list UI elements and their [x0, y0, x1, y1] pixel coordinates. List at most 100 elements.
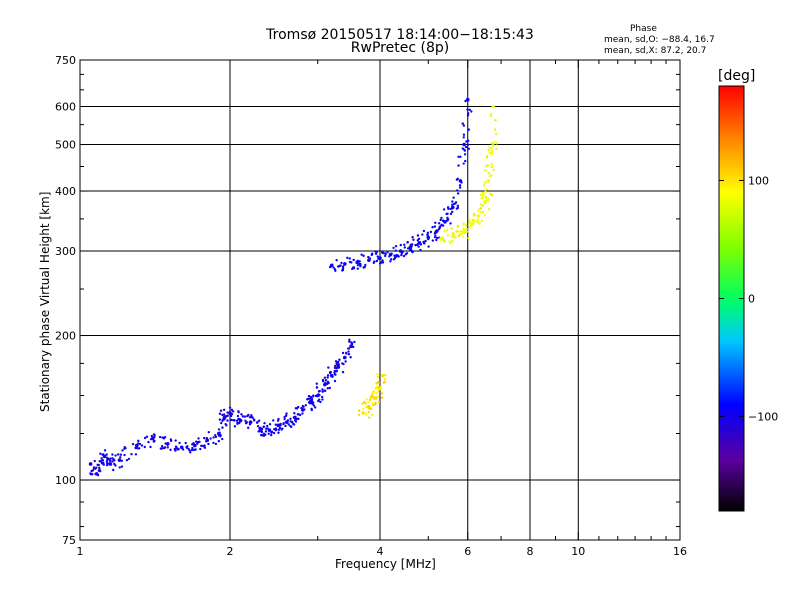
scatter-dot — [120, 459, 124, 462]
scatter-dot — [125, 458, 129, 462]
scatter-dot — [292, 423, 296, 426]
scatter-dot — [450, 227, 453, 230]
scatter-dot — [197, 437, 200, 440]
scatter-dot — [317, 393, 320, 396]
scatter-dot — [331, 263, 334, 266]
scatter-dot — [359, 264, 362, 268]
scatter-dot — [300, 407, 304, 410]
scatter-dot — [406, 247, 410, 250]
scatter-dot — [465, 227, 468, 231]
scatter-dot — [153, 433, 156, 437]
x-tick-label: 8 — [527, 545, 534, 558]
data-point — [102, 454, 107, 459]
scatter-dot — [348, 340, 351, 343]
scatter-dot — [327, 366, 330, 369]
scatter-dot — [120, 465, 124, 468]
scatter-dot — [230, 412, 234, 416]
scatter-dot — [350, 341, 353, 344]
scatter-dot — [463, 231, 467, 235]
scatter-dot — [371, 392, 374, 396]
scatter-dot — [307, 394, 311, 398]
scatter-dot — [466, 112, 470, 115]
data-point — [267, 428, 272, 433]
scatter-dot — [357, 261, 360, 265]
chart-title: Tromsø 20150517 18:14:00−18:15:43 — [266, 27, 534, 43]
scatter-dot — [192, 448, 196, 452]
scatter-dot — [488, 151, 491, 155]
scatter-dot — [93, 459, 96, 463]
scatter-dot — [272, 419, 275, 422]
scatter-dot — [203, 444, 206, 447]
scatter-dot — [248, 423, 252, 426]
scatter-dot — [107, 458, 110, 461]
scatter-dot — [360, 253, 363, 256]
scatter-dot — [321, 390, 324, 393]
scatter-dot — [236, 414, 240, 418]
scatter-dot — [468, 218, 471, 221]
scatter-dot — [342, 356, 346, 360]
scatter-dot — [367, 416, 371, 419]
scatter-dot — [440, 223, 443, 226]
scatter-dot — [482, 184, 486, 187]
scatter-dot — [251, 416, 254, 419]
scatter-dot — [347, 350, 350, 353]
scatter-dot — [295, 417, 298, 421]
scatter-dot — [108, 459, 112, 463]
scatter-dot — [265, 424, 269, 428]
scatter-dot — [241, 415, 245, 418]
scatter-dot — [274, 423, 277, 426]
scatter-dot — [422, 242, 426, 245]
scatter-dot — [307, 401, 311, 404]
scatter-dot — [491, 150, 494, 153]
scatter-dot — [145, 435, 149, 438]
scatter-dot — [189, 451, 192, 454]
y-tick-label: 100 — [55, 474, 76, 487]
scatter-dot — [292, 416, 296, 419]
scatter-dot — [365, 406, 368, 409]
scatter-dot — [105, 461, 109, 465]
scatter-dot — [270, 431, 273, 434]
scatter-dot — [448, 240, 451, 243]
colorbar-tick-label: 100 — [748, 174, 769, 187]
scatter-dot — [442, 208, 446, 211]
scatter-dot — [472, 214, 476, 217]
scatter-dot — [309, 395, 313, 399]
scatter-dot — [169, 448, 172, 452]
scatter-dot — [375, 391, 378, 395]
scatter-dot — [143, 436, 147, 440]
scatter-dot — [442, 219, 445, 222]
colorbar-tick-label: −100 — [748, 411, 778, 424]
scatter-dot — [111, 453, 114, 456]
scatter-dot — [375, 382, 378, 385]
scatter-dot — [488, 146, 491, 149]
scatter-dot — [226, 419, 229, 422]
scatter-dot — [314, 394, 318, 398]
scatter-dot — [406, 240, 410, 244]
scatter-dot — [451, 240, 454, 243]
scatter-dot — [338, 358, 341, 361]
scatter-dot — [207, 442, 210, 446]
scatter-dot — [464, 145, 468, 149]
scatter-dot — [286, 419, 290, 422]
scatter-dot — [96, 463, 99, 467]
scatter-dot — [347, 347, 350, 350]
scatter-dot — [269, 433, 273, 437]
scatter-dot — [443, 230, 446, 233]
scatter-dot — [222, 418, 225, 421]
scatter-dot — [246, 414, 249, 418]
scatter-dot — [205, 437, 209, 440]
scatter-dot — [119, 453, 123, 456]
scatter-dot — [362, 254, 365, 257]
scatter-dot — [373, 395, 376, 399]
scatter-dot — [248, 415, 252, 419]
scatter-dot — [467, 147, 470, 151]
scatter-dot — [380, 392, 384, 395]
scatter-dot — [456, 204, 460, 208]
scatter-dot — [281, 427, 284, 430]
scatter-dot — [375, 259, 379, 263]
scatter-dot — [468, 226, 472, 229]
scatter-dot — [489, 192, 492, 196]
scatter-dot — [348, 338, 351, 342]
scatter-dot — [431, 225, 434, 229]
scatter-dot — [352, 345, 355, 349]
